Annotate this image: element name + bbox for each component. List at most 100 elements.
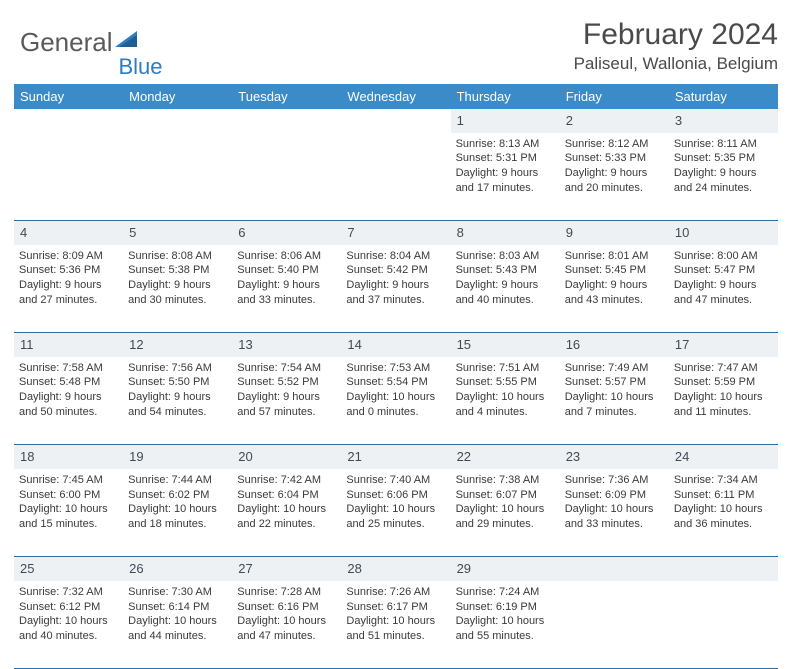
daylight2-text: and 57 minutes. (237, 405, 336, 420)
daylight1-text: Daylight: 10 hours (346, 390, 445, 405)
daylight2-text: and 25 minutes. (346, 517, 445, 532)
daylight1-text: Daylight: 9 hours (19, 390, 118, 405)
day-number-cell: 23 (560, 445, 669, 469)
daylight2-text: and 44 minutes. (128, 629, 227, 644)
sunrise-text: Sunrise: 7:53 AM (346, 361, 445, 376)
logo-text-general: General (20, 27, 113, 58)
day-content-cell: Sunrise: 7:58 AMSunset: 5:48 PMDaylight:… (14, 357, 123, 445)
day-number-cell: 17 (669, 333, 778, 357)
sunset-text: Sunset: 6:02 PM (128, 488, 227, 503)
daylight2-text: and 22 minutes. (237, 517, 336, 532)
sunset-text: Sunset: 6:19 PM (456, 600, 555, 615)
daylight1-text: Daylight: 10 hours (674, 502, 773, 517)
weekday-header: Monday (123, 84, 232, 109)
day-content-cell: Sunrise: 7:26 AMSunset: 6:17 PMDaylight:… (341, 581, 450, 669)
day-number-cell: 25 (14, 557, 123, 581)
sunset-text: Sunset: 5:52 PM (237, 375, 336, 390)
sunset-text: Sunset: 5:33 PM (565, 151, 664, 166)
sunrise-text: Sunrise: 7:30 AM (128, 585, 227, 600)
sunset-text: Sunset: 6:04 PM (237, 488, 336, 503)
daylight2-text: and 54 minutes. (128, 405, 227, 420)
day-content-cell: Sunrise: 7:54 AMSunset: 5:52 PMDaylight:… (232, 357, 341, 445)
day-content-cell (232, 133, 341, 221)
day-number-cell: 24 (669, 445, 778, 469)
daylight1-text: Daylight: 9 hours (565, 278, 664, 293)
daylight2-text: and 30 minutes. (128, 293, 227, 308)
day-number-cell: 18 (14, 445, 123, 469)
day-number-row: 45678910 (14, 221, 778, 245)
day-number-cell (669, 557, 778, 581)
day-number-cell: 4 (14, 221, 123, 245)
day-number-cell: 16 (560, 333, 669, 357)
day-content-cell: Sunrise: 7:53 AMSunset: 5:54 PMDaylight:… (341, 357, 450, 445)
sunrise-text: Sunrise: 7:51 AM (456, 361, 555, 376)
daylight1-text: Daylight: 9 hours (674, 278, 773, 293)
day-number-cell: 29 (451, 557, 560, 581)
sunset-text: Sunset: 6:00 PM (19, 488, 118, 503)
daylight1-text: Daylight: 10 hours (456, 390, 555, 405)
day-content-cell (123, 133, 232, 221)
daylight1-text: Daylight: 9 hours (128, 390, 227, 405)
daylight1-text: Daylight: 10 hours (674, 390, 773, 405)
sunrise-text: Sunrise: 7:54 AM (237, 361, 336, 376)
sunrise-text: Sunrise: 8:12 AM (565, 137, 664, 152)
day-content-cell: Sunrise: 7:28 AMSunset: 6:16 PMDaylight:… (232, 581, 341, 669)
month-title: February 2024 (574, 18, 778, 52)
daylight2-text: and 47 minutes. (237, 629, 336, 644)
sunset-text: Sunset: 5:50 PM (128, 375, 227, 390)
sunrise-text: Sunrise: 8:11 AM (674, 137, 773, 152)
day-number-row: 2526272829 (14, 557, 778, 581)
daylight2-text: and 33 minutes. (237, 293, 336, 308)
day-content-cell: Sunrise: 7:51 AMSunset: 5:55 PMDaylight:… (451, 357, 560, 445)
sunrise-text: Sunrise: 8:13 AM (456, 137, 555, 152)
sunset-text: Sunset: 5:57 PM (565, 375, 664, 390)
daylight1-text: Daylight: 9 hours (674, 166, 773, 181)
day-number-cell: 15 (451, 333, 560, 357)
sunset-text: Sunset: 6:07 PM (456, 488, 555, 503)
day-number-cell: 1 (451, 109, 560, 133)
sunset-text: Sunset: 5:38 PM (128, 263, 227, 278)
day-number-row: 18192021222324 (14, 445, 778, 469)
daylight1-text: Daylight: 10 hours (456, 502, 555, 517)
day-content-cell: Sunrise: 7:30 AMSunset: 6:14 PMDaylight:… (123, 581, 232, 669)
day-number-cell (560, 557, 669, 581)
daylight2-text: and 11 minutes. (674, 405, 773, 420)
day-content-cell: Sunrise: 8:04 AMSunset: 5:42 PMDaylight:… (341, 245, 450, 333)
day-number-cell: 13 (232, 333, 341, 357)
day-number-cell: 27 (232, 557, 341, 581)
daylight2-text: and 20 minutes. (565, 181, 664, 196)
sunrise-text: Sunrise: 7:36 AM (565, 473, 664, 488)
day-number-cell: 9 (560, 221, 669, 245)
sunset-text: Sunset: 5:47 PM (674, 263, 773, 278)
day-content-cell: Sunrise: 7:40 AMSunset: 6:06 PMDaylight:… (341, 469, 450, 557)
daylight2-text: and 27 minutes. (19, 293, 118, 308)
sunrise-text: Sunrise: 8:06 AM (237, 249, 336, 264)
day-content-cell (669, 581, 778, 669)
day-content-cell: Sunrise: 7:38 AMSunset: 6:07 PMDaylight:… (451, 469, 560, 557)
sunrise-text: Sunrise: 7:44 AM (128, 473, 227, 488)
daylight2-text: and 40 minutes. (19, 629, 118, 644)
sunrise-text: Sunrise: 8:00 AM (674, 249, 773, 264)
daylight1-text: Daylight: 10 hours (456, 614, 555, 629)
daylight2-text: and 7 minutes. (565, 405, 664, 420)
day-content-cell: Sunrise: 7:24 AMSunset: 6:19 PMDaylight:… (451, 581, 560, 669)
day-content-row: Sunrise: 7:58 AMSunset: 5:48 PMDaylight:… (14, 357, 778, 445)
day-number-cell: 7 (341, 221, 450, 245)
weekday-header: Wednesday (341, 84, 450, 109)
sunrise-text: Sunrise: 8:04 AM (346, 249, 445, 264)
day-content-cell: Sunrise: 8:01 AMSunset: 5:45 PMDaylight:… (560, 245, 669, 333)
calendar-body: 1 23 Sunrise: 8:13 AMSunset: 5:31 PMDayli… (14, 109, 778, 669)
page-header: General Blue February 2024 Paliseul, Wal… (14, 18, 778, 74)
day-content-cell: Sunrise: 8:06 AMSunset: 5:40 PMDaylight:… (232, 245, 341, 333)
day-content-row: Sunrise: 8:13 AMSunset: 5:31 PMDaylight:… (14, 133, 778, 221)
title-block: February 2024 Paliseul, Wallonia, Belgiu… (574, 18, 778, 74)
sunrise-text: Sunrise: 8:01 AM (565, 249, 664, 264)
sunset-text: Sunset: 5:59 PM (674, 375, 773, 390)
sunset-text: Sunset: 6:16 PM (237, 600, 336, 615)
location-text: Paliseul, Wallonia, Belgium (574, 54, 778, 74)
sunset-text: Sunset: 5:35 PM (674, 151, 773, 166)
sunset-text: Sunset: 6:09 PM (565, 488, 664, 503)
sunrise-text: Sunrise: 7:24 AM (456, 585, 555, 600)
daylight1-text: Daylight: 9 hours (565, 166, 664, 181)
day-content-cell: Sunrise: 7:49 AMSunset: 5:57 PMDaylight:… (560, 357, 669, 445)
